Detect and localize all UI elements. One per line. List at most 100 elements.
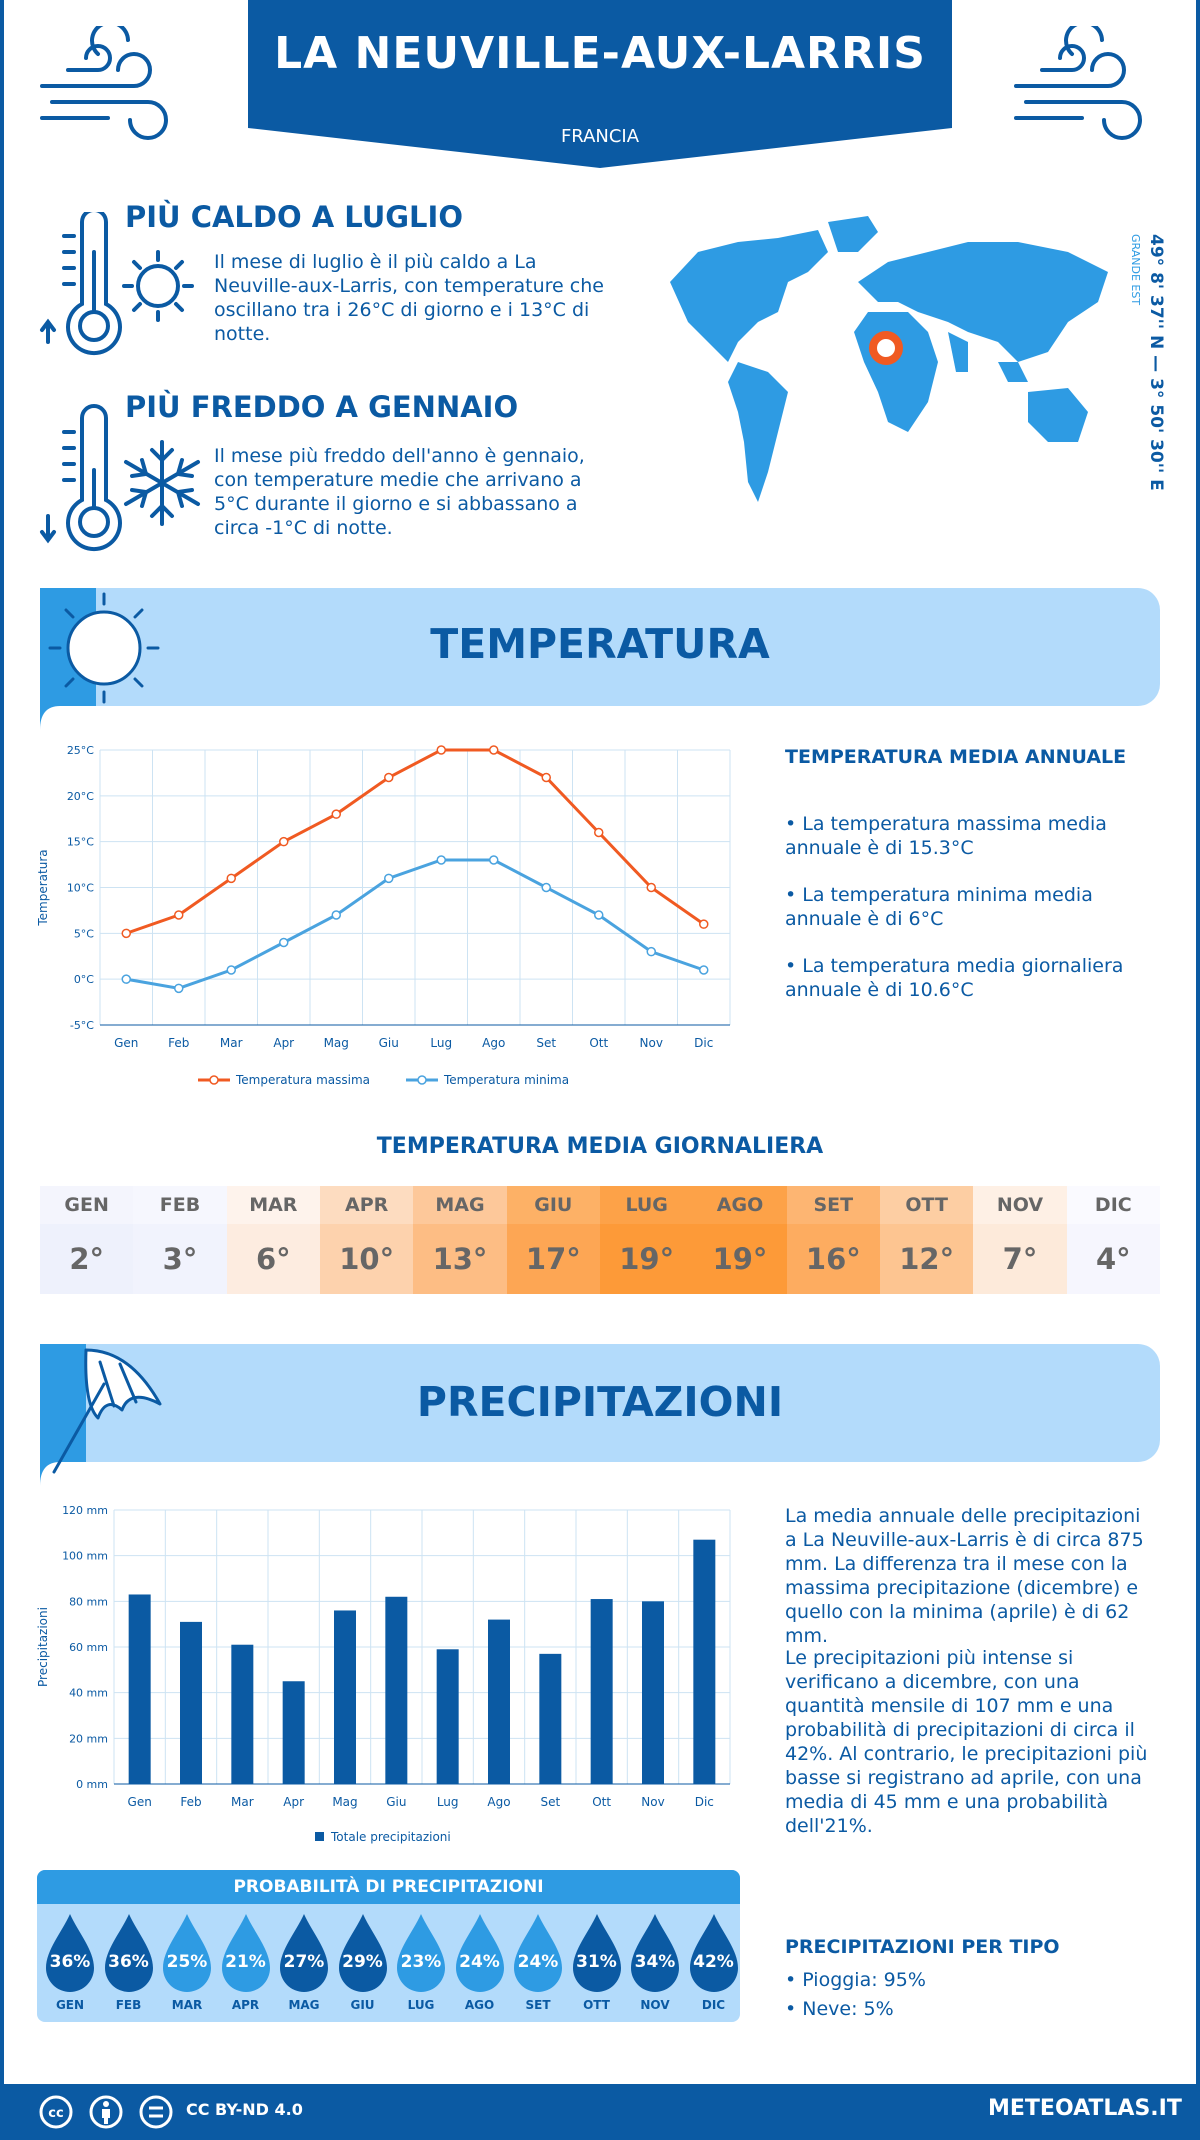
site-link[interactable]: METEOATLAS.IT: [988, 2096, 1182, 2121]
precip-probability-drop: 24% AGO: [452, 1912, 508, 2012]
x-tick-label: Ago: [482, 1036, 505, 1050]
daily-temp-month: LUG: [600, 1186, 694, 1224]
daily-temp-value: 3°: [162, 1242, 198, 1276]
precip-bar: [334, 1610, 356, 1784]
data-point: [279, 937, 289, 948]
footer: [0, 2084, 1200, 2140]
page-title: LA NEUVILLE-AUX-LARRIS: [274, 28, 926, 79]
precip-probability-drop: 36% FEB: [101, 1912, 157, 2012]
precip-probability-month: LUG: [407, 1998, 435, 2012]
x-tick-label: Apr: [283, 1795, 304, 1809]
temperature-section-header: [40, 588, 1160, 706]
y-tick-label: 5°C: [74, 927, 94, 940]
coldest-text: Il mese più freddo dell'anno è gennaio, …: [214, 445, 585, 539]
thermometer-snowflake-icon: [40, 404, 200, 551]
header-banner: [248, 0, 952, 168]
x-tick-label: Ott: [589, 1036, 608, 1050]
x-tick-label: Lug: [430, 1036, 452, 1050]
daily-temp-cell: DIC 4°: [1066, 1186, 1160, 1294]
license-label: CC BY-ND 4.0: [186, 2100, 303, 2119]
y-axis-title: Precipitazioni: [36, 1607, 50, 1687]
daily-temp-month: OTT: [880, 1186, 974, 1224]
y-tick-label: 15°C: [67, 836, 94, 849]
daily-temp-month: FEB: [133, 1186, 227, 1224]
series-line-max: [125, 748, 705, 935]
annual-temp-bullet-mean: • La temperatura media giornaliera annua…: [785, 955, 1124, 1001]
sun-icon: [40, 588, 160, 730]
x-tick-label: Set: [536, 1036, 556, 1050]
precip-probability-title: PROBABILITÀ DI PRECIPITAZIONI: [37, 1870, 740, 1904]
daily-temp-value: 2°: [69, 1242, 104, 1276]
x-tick-label: Dic: [694, 1036, 713, 1050]
x-tick-label: Gen: [128, 1795, 152, 1809]
annual-temp-heading: TEMPERATURA MEDIA ANNUALE: [785, 746, 1127, 768]
x-tick-label: Dic: [695, 1795, 714, 1809]
precip-probability-drop: 23% LUG: [393, 1912, 449, 2012]
data-point: [174, 910, 184, 920]
x-tick-label: Ago: [487, 1795, 510, 1809]
precip-probability-value: 36%: [49, 1952, 91, 1972]
hottest-text: Il mese di luglio è il più caldo a La Ne…: [214, 251, 604, 345]
precip-probability-drop: 21% APR: [218, 1912, 274, 2012]
raindrop-icon: [163, 1914, 211, 1992]
coldest-title: PIÙ FREDDO A GENNAIO: [125, 390, 519, 424]
data-point: [331, 910, 341, 920]
x-tick-label: Lug: [437, 1795, 459, 1809]
y-tick-label: 0°C: [74, 973, 94, 986]
precip-bar: [693, 1539, 716, 1784]
daily-temp-month: SET: [786, 1186, 880, 1224]
x-tick-label: Gen: [114, 1036, 138, 1050]
raindrop-icon: [689, 1914, 738, 1992]
precip-bar: [128, 1594, 151, 1784]
data-point: [226, 965, 236, 975]
legend-marker: [209, 1075, 219, 1085]
y-tick-label: -5°C: [70, 1019, 94, 1032]
precip-bar: [231, 1644, 254, 1784]
precip-type-heading: PRECIPITAZIONI PER TIPO: [785, 1936, 1060, 1958]
daily-temp-month: APR: [320, 1186, 414, 1224]
x-tick-label: Apr: [273, 1036, 294, 1050]
data-point: [646, 946, 656, 957]
data-point: [121, 928, 131, 939]
precip-probability-month: OTT: [583, 1998, 610, 2012]
y-axis-title: Temperatura: [36, 849, 50, 926]
precip-probability-month: DIC: [701, 1998, 726, 2012]
precip-probability-drop: 29% GIU: [335, 1912, 391, 2012]
raindrop-icon: [455, 1914, 504, 1992]
daily-temp-value: 10°: [339, 1242, 395, 1276]
daily-temp-month: MAR: [226, 1186, 320, 1224]
daily-temp-cell: NOV 7°: [973, 1186, 1067, 1294]
precipitation-chart: 0 mm 20 mm 40 mm 60 mm 80 mm 100 mm 120 mm Gen F…: [36, 1504, 731, 1844]
y-tick-label: 20 mm: [69, 1732, 108, 1745]
daily-temp-month: MAG: [413, 1186, 507, 1224]
daily-temp-value: 12°: [899, 1242, 955, 1276]
precip-probability-value: 24%: [459, 1952, 500, 1972]
world-map: [670, 216, 1108, 502]
temperature-section-title: TEMPERATURA: [430, 620, 770, 668]
x-tick-label: Nov: [641, 1795, 664, 1809]
data-point: [331, 809, 341, 819]
data-point: [226, 873, 236, 884]
precip-section-title: PRECIPITAZIONI: [416, 1378, 784, 1426]
precip-bar: [590, 1599, 613, 1784]
data-point: [594, 910, 604, 920]
daily-temp-value: 4°: [1095, 1242, 1131, 1276]
daily-temp-month: NOV: [973, 1186, 1067, 1224]
precip-probability-month: MAR: [171, 1998, 203, 2012]
daily-temp-cell: APR 10°: [320, 1186, 414, 1294]
annual-temp-bullet-min: • La temperatura minima media annuale è …: [785, 884, 1093, 930]
daily-temp-value: 17°: [525, 1242, 581, 1276]
precip-bar: [488, 1619, 510, 1784]
data-point: [436, 745, 446, 755]
raindrop-icon: [280, 1914, 328, 1992]
precip-probability-value: 42%: [693, 1952, 734, 1972]
daily-temp-cell: GEN 2°: [40, 1186, 134, 1294]
coordinates-label: 49° 8' 37'' N — 3° 50' 30'' E: [1146, 234, 1166, 491]
raindrop-icon: [46, 1914, 94, 1992]
annual-temp-bullet-max: • La temperatura massima media annuale è…: [785, 813, 1107, 859]
data-point: [541, 882, 551, 893]
hottest-title: PIÙ CALDO A LUGLIO: [125, 200, 463, 234]
daily-temp-cell: OTT 12°: [880, 1186, 974, 1294]
y-tick-label: 100 mm: [62, 1550, 108, 1563]
precip-probability-drop: 34% NOV: [627, 1912, 683, 2012]
